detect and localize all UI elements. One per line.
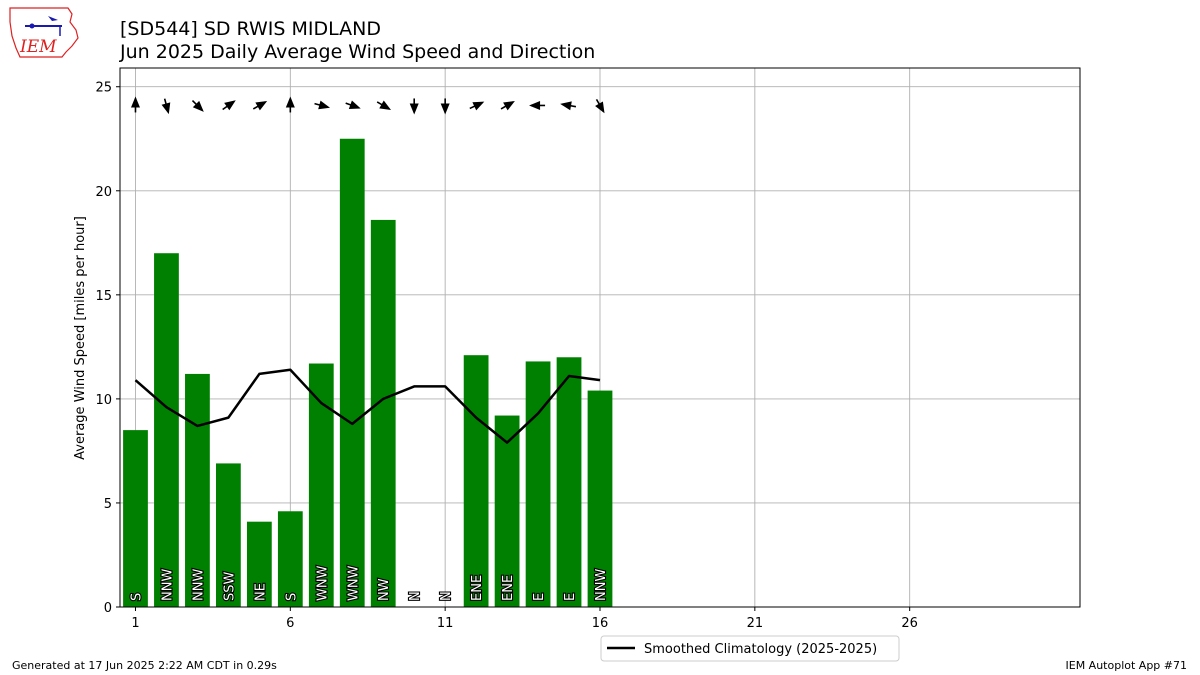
x-tick-label: 26	[901, 616, 918, 631]
arrow-head	[255, 100, 268, 111]
chart-title-line1: [SD544] SD RWIS MIDLAND	[120, 18, 381, 40]
bar-series	[123, 138, 613, 607]
direction-arrow-14	[529, 100, 546, 110]
direction-label-5: NE	[253, 583, 268, 601]
arrow-head	[192, 100, 204, 112]
direction-label-13: ENE	[501, 575, 516, 601]
legend: Smoothed Climatology (2025-2025)	[600, 635, 900, 662]
direction-label-3: NNW	[191, 569, 206, 601]
direction-arrow-8	[345, 100, 361, 110]
direction-arrow-7	[314, 100, 330, 110]
arrow-head	[529, 100, 541, 110]
arrow-head	[285, 96, 295, 108]
direction-label-4: SSW	[222, 571, 237, 601]
arrow-head	[560, 101, 572, 111]
direction-arrow-10	[409, 98, 419, 115]
direction-arrows	[130, 96, 605, 115]
direction-label-15: E	[563, 593, 578, 601]
arrow-head	[440, 103, 450, 115]
direction-arrow-12	[469, 101, 485, 111]
bar-day-8	[339, 138, 365, 607]
iem-logo: IEM	[9, 7, 79, 58]
y-tick-label: 5	[104, 497, 112, 512]
x-tick-label: 6	[286, 616, 294, 631]
chart-title-line2: Jun 2025 Daily Average Wind Speed and Di…	[119, 41, 595, 63]
arrow-head	[224, 100, 236, 111]
direction-arrow-16	[595, 98, 605, 114]
arrow-head	[595, 101, 605, 114]
bar-day-1	[123, 430, 148, 607]
arrow-head	[130, 96, 140, 108]
direction-arrow-15	[560, 101, 577, 111]
direction-arrow-5	[252, 100, 268, 111]
arrow-head	[348, 100, 361, 110]
bar-day-4	[216, 463, 241, 607]
arrow-head	[379, 100, 392, 110]
bar-day-5	[246, 521, 272, 607]
bar-day-12	[463, 355, 489, 607]
direction-label-2: NNW	[160, 569, 175, 601]
arrow-head	[409, 103, 419, 115]
direction-label-9: NW	[377, 578, 392, 601]
bar-day-13	[494, 415, 520, 607]
direction-label-1: S	[129, 593, 144, 601]
direction-arrow-1	[130, 96, 140, 113]
x-tick-label: 21	[747, 616, 764, 631]
arrow-head	[318, 100, 330, 110]
y-tick-label: 10	[95, 393, 112, 408]
direction-arrow-4	[222, 100, 236, 111]
legend-box	[600, 635, 900, 662]
arrow-head	[161, 102, 171, 115]
direction-arrow-13	[500, 100, 515, 111]
bar-day-16	[587, 390, 613, 607]
legend-label: Smoothed Climatology (2025-2025)	[644, 642, 877, 657]
climatology-series	[134, 368, 601, 444]
direction-label-7: WNW	[315, 565, 330, 601]
direction-arrow-11	[440, 98, 450, 115]
y-tick-label: 25	[95, 81, 112, 96]
direction-arrow-9	[376, 100, 392, 110]
direction-labels: S NNW NNW SSW NE S WNW WNW NW N N ENE ENE E E NNW	[128, 564, 610, 602]
direction-arrow-6	[285, 96, 295, 113]
bar-day-3	[185, 373, 210, 607]
bar-day-14	[525, 361, 551, 607]
bar-day-9	[370, 219, 396, 607]
x-tick-label: 1	[131, 616, 139, 631]
direction-label-12: ENE	[470, 575, 485, 601]
bar-day-15	[556, 357, 582, 607]
y-tick-label: 0	[104, 601, 112, 616]
direction-label-6: S	[284, 593, 299, 601]
logo-text: IEM	[19, 37, 57, 57]
x-tick-label: 16	[592, 616, 609, 631]
direction-label-14: E	[532, 593, 547, 601]
direction-label-10: N	[408, 591, 423, 601]
climatology-line	[134, 368, 601, 444]
app-footer: IEM Autoplot App #71	[1066, 659, 1188, 672]
direction-arrow-2	[161, 98, 171, 115]
direction-label-8: WNW	[346, 565, 361, 601]
bar-day-2	[154, 253, 179, 607]
y-tick-label: 20	[95, 185, 112, 200]
arrow-head	[472, 101, 485, 111]
direction-arrow-3	[191, 99, 204, 112]
y-tick-label: 15	[95, 289, 112, 304]
direction-label-11: N	[439, 591, 454, 601]
x-tick-label: 11	[437, 616, 454, 631]
direction-label-16: NNW	[594, 569, 609, 601]
bar-day-6	[277, 511, 303, 607]
y-axis-label: Average Wind Speed [miles per hour]	[73, 216, 88, 460]
arrow-head	[503, 100, 515, 111]
generated-footer: Generated at 17 Jun 2025 2:22 AM CDT in …	[12, 659, 277, 672]
